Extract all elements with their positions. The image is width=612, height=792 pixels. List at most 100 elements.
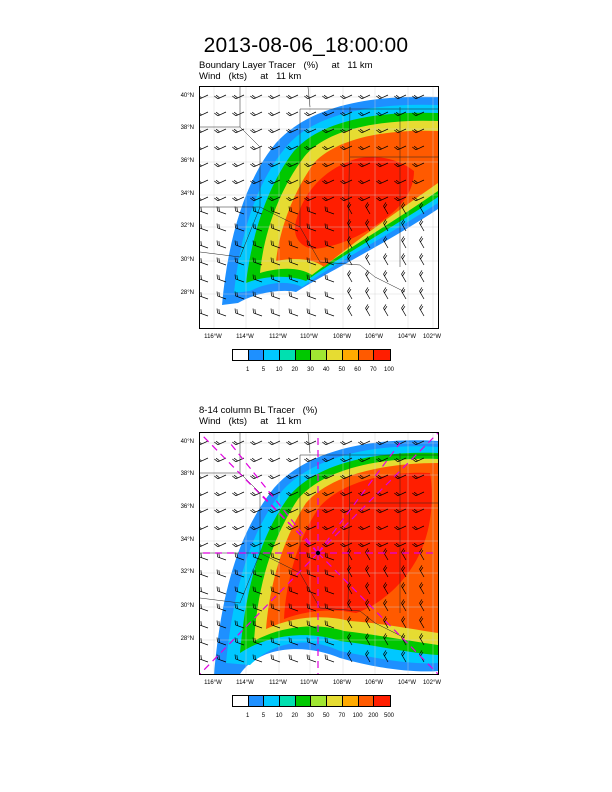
- wind-barb: [252, 206, 263, 215]
- wind-barb: [322, 94, 335, 100]
- trajectory-line: [317, 442, 401, 554]
- colorbar-swatch: [374, 350, 390, 360]
- wind-barb: [200, 179, 209, 185]
- tracer-field: [200, 87, 438, 328]
- wind-barb: [324, 223, 335, 232]
- wind-barb: [365, 582, 371, 595]
- trajectory-line: [200, 552, 319, 674]
- wind-barb: [288, 620, 299, 629]
- wind-barb: [306, 223, 317, 232]
- wind-barb: [216, 308, 227, 317]
- wind-barb: [383, 599, 389, 612]
- wind-barb: [234, 223, 245, 232]
- wind-barb: [288, 637, 299, 646]
- lon-tick-label: 110°W: [300, 334, 318, 340]
- wind-barb: [286, 179, 299, 185]
- wind-barb: [268, 179, 281, 185]
- panel-2-colorbar: [232, 695, 391, 707]
- wind-barb: [401, 582, 407, 595]
- wind-barb: [304, 440, 317, 446]
- wind-barb: [358, 179, 371, 185]
- colorbar-label: 20: [291, 713, 299, 719]
- wind-barb: [234, 620, 245, 629]
- wind-barb: [214, 525, 227, 531]
- wind-barb: [288, 240, 299, 249]
- wind-barb: [286, 94, 299, 100]
- wind-barb: [252, 257, 263, 266]
- wind-barb: [340, 128, 353, 134]
- wind-barb: [340, 179, 353, 185]
- colorbar-swatch: [311, 350, 328, 360]
- lat-tick-label: 36°N: [180, 158, 194, 164]
- wind-barb: [304, 508, 317, 514]
- wind-barb: [214, 474, 227, 480]
- lon-tick-label: 114°W: [236, 680, 254, 686]
- wind-barb: [376, 111, 389, 117]
- wind-barb: [401, 202, 407, 215]
- colorbar-label: 50: [322, 713, 330, 719]
- tracer-field: [200, 433, 438, 674]
- wind-barb: [304, 457, 317, 463]
- wind-barb: [358, 128, 371, 134]
- wind-barb: [288, 603, 299, 612]
- wind-barb: [232, 179, 245, 185]
- wind-barb: [304, 145, 317, 151]
- wind-barb: [200, 258, 209, 266]
- wind-barb: [365, 565, 371, 578]
- wind-barb: [419, 565, 425, 578]
- wind-barb: [270, 223, 281, 232]
- wind-barb: [394, 542, 407, 548]
- wind-barb: [412, 542, 425, 548]
- wind-barb: [412, 525, 425, 531]
- wind-barb: [383, 304, 389, 317]
- colorbar-swatch: [327, 350, 343, 360]
- wind-barb: [383, 582, 389, 595]
- wind-barb: [401, 287, 407, 300]
- lat-tick-label: 28°N: [180, 636, 194, 642]
- wind-barb: [324, 240, 335, 249]
- wind-barb: [200, 207, 209, 215]
- lat-tick-label: 30°N: [180, 257, 194, 263]
- wind-barb: [383, 287, 389, 300]
- wind-barb: [383, 253, 389, 266]
- wind-barb: [288, 586, 299, 595]
- wind-barb: [322, 162, 335, 168]
- wind-barb: [286, 111, 299, 117]
- wind-barb: [324, 637, 335, 646]
- wind-barb: [376, 128, 389, 134]
- wind-barb: [324, 308, 335, 317]
- wind-barb: [419, 236, 425, 249]
- colorbar-label: 1: [246, 713, 250, 719]
- wind-barb: [214, 542, 227, 548]
- wind-barb: [394, 508, 407, 514]
- wind-barb: [270, 637, 281, 646]
- wind-barb: [358, 474, 371, 480]
- colorbar-swatch: [280, 696, 296, 706]
- wind-barb: [394, 111, 407, 117]
- panel-2-subtitle: Wind (kts) at 11 km: [199, 416, 302, 427]
- wind-barb: [358, 525, 371, 531]
- colorbar-swatch: [264, 350, 281, 360]
- wind-barb: [412, 474, 425, 480]
- lon-tick-label: 108°W: [332, 680, 352, 686]
- lon-tick-label: 112°W: [269, 680, 287, 686]
- panel-2-map: [199, 432, 439, 675]
- wind-barb: [324, 603, 335, 612]
- wind-barb: [340, 440, 353, 446]
- wind-barb: [286, 162, 299, 168]
- wind-barb: [304, 179, 317, 185]
- wind-barb: [365, 270, 371, 283]
- wind-barb: [200, 508, 209, 514]
- colorbar-label: 30: [307, 367, 314, 373]
- panel-1-subtitle: Wind (kts) at 11 km: [199, 71, 302, 82]
- wind-barb: [324, 257, 335, 266]
- wind-barb: [252, 603, 263, 612]
- wind-barb: [286, 196, 299, 202]
- wind-barb: [200, 196, 209, 202]
- wind-barb: [270, 274, 281, 283]
- lon-tick-label: 114°W: [236, 334, 254, 340]
- wind-barb: [214, 94, 227, 100]
- wind-barb: [250, 162, 263, 168]
- wind-barb: [347, 253, 353, 266]
- wind-barb: [358, 542, 371, 548]
